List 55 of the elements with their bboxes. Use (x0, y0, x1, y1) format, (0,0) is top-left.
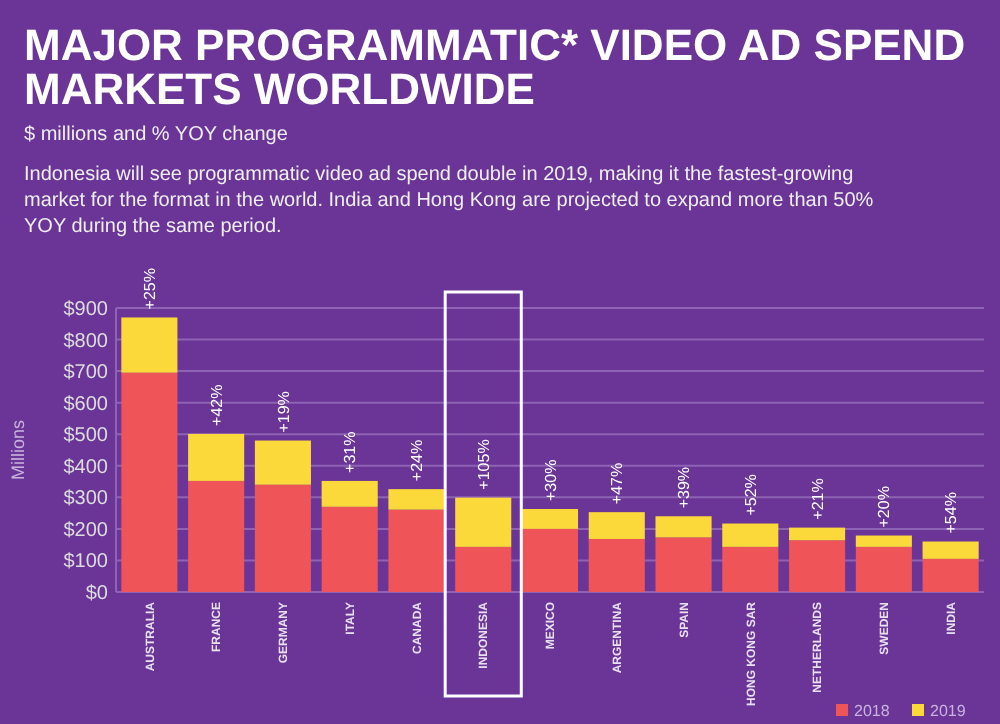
annotation: +105% (474, 439, 493, 490)
annotation: +25% (140, 268, 159, 310)
annotation: +42% (207, 384, 226, 426)
annotation: +21% (808, 478, 827, 520)
annotation: +20% (875, 486, 894, 528)
bar (722, 546, 779, 592)
y-tick-label: $0 (85, 583, 109, 605)
bar (789, 527, 846, 541)
legend-label: 2019 (930, 702, 967, 720)
annotation: +24% (408, 439, 427, 482)
bar (254, 484, 311, 592)
bar (321, 506, 378, 592)
chart-subtitle: $ millions and % YOY change (24, 124, 289, 146)
bar (588, 538, 645, 592)
y-axis-title: Millions (8, 419, 28, 481)
text: Indonesia will see programmatic video ad spend double in 2019, making it the fastest-growing market for the format in the world. India and Hong Kong are projected to expand more than 50% YOY during the same period. (24, 164, 874, 238)
bar (521, 509, 579, 529)
bar (655, 537, 712, 592)
annotation: +19% (274, 391, 293, 433)
annotation: +54% (942, 492, 961, 534)
bar (121, 317, 178, 373)
y-tick-label: $800 (63, 330, 109, 353)
annotation: +52% (741, 474, 760, 516)
bar (588, 512, 645, 539)
bar (254, 440, 311, 485)
y-tick-label: $600 (63, 393, 109, 416)
y-tick-label: $100 (63, 551, 109, 574)
legend-label: 2018 (854, 702, 891, 720)
annotation: +39% (675, 466, 694, 509)
bar (388, 489, 445, 510)
bar (855, 535, 912, 547)
bar (789, 540, 846, 592)
bar (188, 433, 245, 481)
bar (722, 523, 779, 547)
bar (455, 497, 512, 547)
bar (521, 528, 579, 592)
bar (922, 558, 979, 592)
y-tick-label: $200 (63, 519, 109, 542)
y-tick-label: $400 (63, 456, 109, 479)
y-tick-label: $500 (63, 425, 109, 448)
bar (321, 480, 378, 507)
bar (455, 546, 512, 592)
chart-title: MAJOR PROGRAMMATIC* VIDEO AD SPEND MARKETS WORLDWIDE (24, 20, 966, 114)
annotation: +30% (541, 459, 560, 502)
bar (922, 541, 979, 559)
y-tick-label: $700 (63, 362, 109, 385)
bar (855, 546, 912, 592)
y-tick-label: $300 (63, 488, 109, 511)
bar (655, 516, 712, 538)
annotation: +47% (608, 462, 627, 505)
bar (388, 509, 445, 592)
y-tick-label: $900 (63, 299, 109, 321)
annotation: +31% (341, 431, 360, 473)
bar (121, 372, 178, 592)
bar (188, 480, 245, 592)
